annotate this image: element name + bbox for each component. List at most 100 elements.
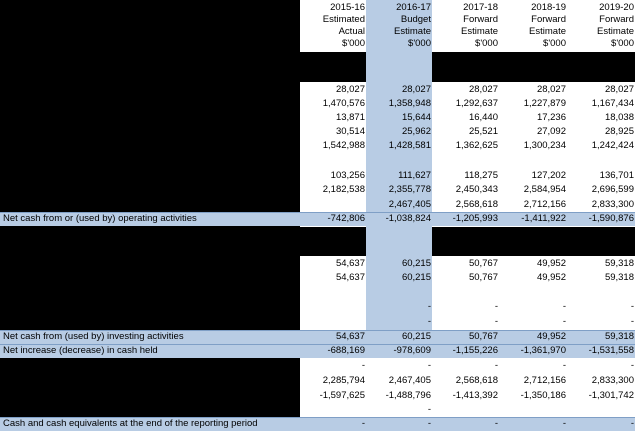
cell-value: 28,027 (536, 84, 566, 95)
cell-value: 2,833,300 (591, 375, 634, 386)
column-header: 2018-19 (531, 2, 566, 13)
summary-row-bg (0, 212, 635, 226)
column-header: Estimate (529, 26, 566, 37)
cell-value: - (630, 316, 634, 327)
cell-value: - (427, 360, 431, 371)
cell-value: -688,169 (327, 345, 365, 356)
row-label: Net cash from or (used by) operating act… (3, 213, 197, 224)
cell-value: - (427, 301, 431, 312)
cell-value: 2,568,618 (455, 199, 498, 210)
cell-value: 1,242,424 (591, 140, 634, 151)
cell-value: 18,038 (604, 112, 634, 123)
cell-value: 28,027 (468, 84, 498, 95)
cell-value: 1,227,879 (523, 98, 566, 109)
column-header: Forward (463, 14, 498, 25)
cell-value: 50,767 (468, 258, 498, 269)
column-header: $'000 (611, 38, 634, 49)
cell-value: 17,236 (536, 112, 566, 123)
cell-value: -1,361,970 (520, 345, 566, 356)
cell-value: 1,300,234 (523, 140, 566, 151)
cell-value: -1,411,922 (521, 213, 566, 224)
cell-value: 28,027 (335, 84, 365, 95)
cell-value: 13,871 (335, 112, 365, 123)
cell-value: 50,767 (468, 331, 498, 342)
cell-value: 111,627 (398, 170, 431, 181)
row-label: Net increase (decrease) in cash held (3, 345, 158, 356)
cell-value: -1,038,824 (385, 213, 431, 224)
body-bg (300, 82, 635, 227)
cell-value: 60,215 (401, 258, 431, 269)
summary-row-bg (0, 344, 635, 358)
column-header: Estimate (597, 26, 634, 37)
cell-value: - (494, 316, 498, 327)
cell-value: - (361, 360, 365, 371)
cell-value: -1,488,796 (385, 390, 431, 401)
row-label: Cash and cash equivalents at the end of … (3, 418, 258, 429)
cell-value: - (427, 418, 431, 429)
cell-value: 2,355,778 (388, 184, 431, 195)
cell-value: 54,637 (335, 258, 365, 269)
cell-value: 103,256 (330, 170, 365, 181)
column-header: Forward (531, 14, 566, 25)
column-header: 2015-16 (330, 2, 365, 13)
cell-value: - (630, 360, 634, 371)
cell-value: 1,428,581 (388, 140, 431, 151)
cell-value: -1,531,558 (588, 345, 634, 356)
cell-value: 2,467,405 (388, 199, 431, 210)
cell-value: 2,450,343 (455, 184, 498, 195)
cell-value: 1,542,988 (322, 140, 365, 151)
column-header: $'000 (475, 38, 498, 49)
cell-value: 1,358,948 (388, 98, 431, 109)
cell-value: -1,205,993 (452, 213, 498, 224)
cell-value: - (427, 316, 431, 327)
cell-value: 30,514 (335, 126, 365, 137)
column-header: 2017-18 (463, 2, 498, 13)
cell-value: - (361, 418, 365, 429)
column-header: Estimated (322, 14, 365, 25)
cell-value: -1,301,742 (588, 390, 634, 401)
cell-value: - (630, 418, 634, 429)
cell-value: - (494, 418, 498, 429)
cell-value: -978,609 (393, 345, 431, 356)
cell-value: -1,155,226 (452, 345, 498, 356)
summary-row-bg (0, 417, 635, 431)
column-header: Estimate (461, 26, 498, 37)
cell-value: 2,285,794 (322, 375, 365, 386)
column-header: $'000 (543, 38, 566, 49)
summary-row-bg (0, 330, 635, 344)
budget-column (366, 0, 432, 331)
cell-value: 2,568,618 (455, 375, 498, 386)
column-header: $'000 (408, 38, 431, 49)
cell-value: 2,712,156 (523, 375, 566, 386)
cell-value: - (562, 316, 566, 327)
cell-value: 127,202 (531, 170, 566, 181)
cell-value: 59,318 (604, 258, 634, 269)
cell-value: 1,470,576 (322, 98, 365, 109)
header-bg (300, 0, 635, 52)
cell-value: 2,712,156 (523, 199, 566, 210)
cell-value: - (562, 360, 566, 371)
cell-value: 2,833,300 (591, 199, 634, 210)
column-header: Budget (400, 14, 431, 25)
cell-value: - (562, 418, 566, 429)
cell-value: 16,440 (468, 112, 498, 123)
cell-value: 59,318 (604, 331, 634, 342)
column-header: Actual (338, 26, 365, 37)
cell-value: -1,597,625 (319, 390, 365, 401)
cell-value: -1,350,186 (520, 390, 566, 401)
cell-value: 54,637 (335, 272, 365, 283)
cell-value: -742,806 (327, 213, 365, 224)
cell-value: - (562, 301, 566, 312)
cell-value: 136,701 (599, 170, 634, 181)
cell-value: 49,952 (536, 258, 566, 269)
column-header: 2016-17 (396, 2, 431, 13)
cell-value: - (494, 301, 498, 312)
cell-value: 2,467,405 (388, 375, 431, 386)
column-header: Estimate (394, 26, 431, 37)
cell-value: - (630, 301, 634, 312)
cell-value: 60,215 (401, 272, 431, 283)
cell-value: 15,644 (401, 112, 431, 123)
cell-value: 1,292,637 (455, 98, 498, 109)
cell-value: 1,167,434 (591, 98, 634, 109)
